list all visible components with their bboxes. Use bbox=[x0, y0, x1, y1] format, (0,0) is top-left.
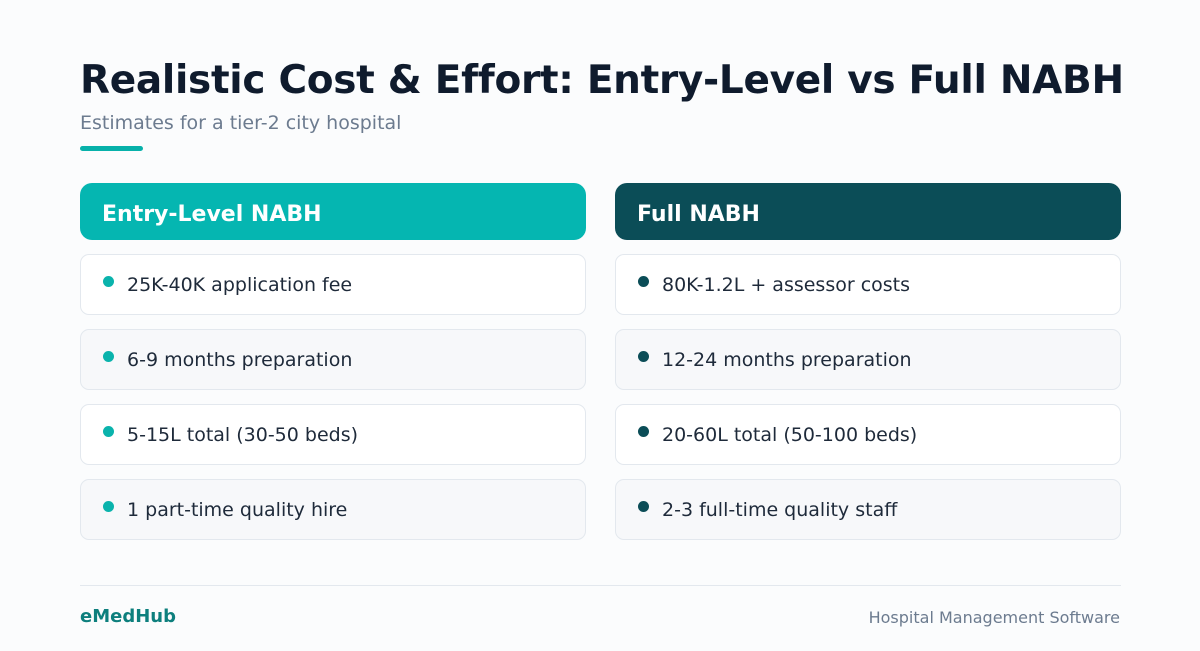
brand-name: eMedHub bbox=[80, 606, 176, 627]
entry-item-total: 5-15L total (30-50 beds) bbox=[80, 404, 586, 465]
bullet-dot-icon bbox=[638, 426, 649, 437]
full-item-total: 20-60L total (50-100 beds) bbox=[615, 404, 1121, 465]
bullet-dot-icon bbox=[638, 501, 649, 512]
full-item-fee: 80K-1.2L + assessor costs bbox=[615, 254, 1121, 315]
entry-item-fee: 25K-40K application fee bbox=[80, 254, 586, 315]
full-item-prep: 12-24 months preparation bbox=[615, 329, 1121, 390]
entry-level-column: Entry-Level NABH 25K-40K application fee… bbox=[80, 183, 586, 540]
bullet-dot-icon bbox=[103, 426, 114, 437]
bullet-dot-icon bbox=[638, 351, 649, 362]
full-nabh-column: Full NABH 80K-1.2L + assessor costs 12-2… bbox=[615, 183, 1121, 540]
full-nabh-header: Full NABH bbox=[615, 183, 1121, 240]
bullet-dot-icon bbox=[103, 351, 114, 362]
entry-item-text: 6-9 months preparation bbox=[127, 348, 353, 371]
accent-underline bbox=[80, 146, 143, 151]
bullet-dot-icon bbox=[103, 276, 114, 287]
entry-level-header: Entry-Level NABH bbox=[80, 183, 586, 240]
full-item-text: 12-24 months preparation bbox=[662, 348, 912, 371]
full-item-staff: 2-3 full-time quality staff bbox=[615, 479, 1121, 540]
entry-item-text: 1 part-time quality hire bbox=[127, 498, 348, 521]
full-item-text: 80K-1.2L + assessor costs bbox=[662, 273, 911, 296]
entry-item-text: 5-15L total (30-50 beds) bbox=[127, 423, 359, 446]
entry-item-staff: 1 part-time quality hire bbox=[80, 479, 586, 540]
footer-divider bbox=[80, 585, 1121, 586]
full-item-text: 2-3 full-time quality staff bbox=[662, 498, 898, 521]
entry-item-prep: 6-9 months preparation bbox=[80, 329, 586, 390]
bullet-dot-icon bbox=[103, 501, 114, 512]
entry-item-text: 25K-40K application fee bbox=[127, 273, 353, 296]
brand-tagline: Hospital Management Software bbox=[868, 608, 1120, 627]
page-title: Realistic Cost & Effort: Entry-Level vs … bbox=[80, 58, 1124, 103]
bullet-dot-icon bbox=[638, 276, 649, 287]
full-item-text: 20-60L total (50-100 beds) bbox=[662, 423, 918, 446]
page-subtitle: Estimates for a tier-2 city hospital bbox=[80, 112, 402, 134]
